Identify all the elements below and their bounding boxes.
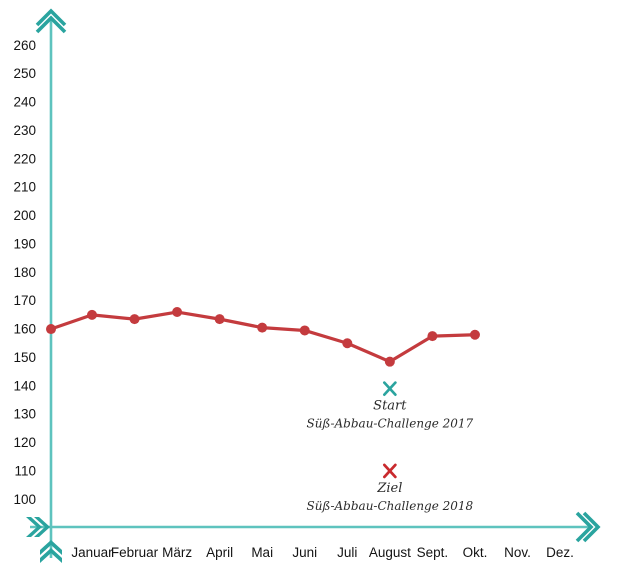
data-point	[427, 331, 438, 342]
annotation-sublabel: Süß-Abbau-Challenge 2018	[306, 499, 473, 513]
annotation-label: Start	[373, 399, 407, 414]
y-axis-arrowhead-icon	[35, 8, 67, 34]
x-month-label: Okt.	[463, 545, 488, 560]
data-point	[214, 314, 225, 325]
y-tick-label: 250	[13, 66, 36, 81]
y-axis-tail-icon	[40, 540, 62, 563]
data-point	[87, 309, 97, 320]
y-tick-label: 100	[13, 492, 36, 507]
x-month-label: Januar	[71, 545, 113, 560]
y-tick-label: 210	[13, 180, 36, 195]
annotation-start: Start Süß-Abbau-Challenge 2017	[306, 381, 474, 431]
data-point	[469, 329, 480, 340]
x-marker-icon	[383, 463, 397, 479]
y-tick-label: 230	[13, 123, 36, 138]
y-tick-label: 130	[13, 407, 36, 422]
x-month-label: August	[369, 545, 411, 560]
annotation-sublabel: Süß-Abbau-Challenge 2017	[306, 417, 473, 431]
data-point	[46, 324, 56, 335]
x-marker-icon	[383, 381, 397, 396]
y-tick-label: 150	[13, 350, 36, 365]
x-month-label: Februar	[111, 545, 159, 560]
data-point	[257, 322, 268, 333]
x-month-label: März	[162, 545, 192, 560]
x-month-label: April	[206, 545, 233, 560]
x-month-label: Sept.	[417, 545, 449, 560]
y-tick-label: 180	[13, 265, 36, 280]
x-month-label: Dez.	[546, 545, 574, 560]
x-month-label: Nov.	[504, 545, 531, 560]
y-tick-label: 240	[13, 95, 36, 110]
y-tick-label: 140	[13, 378, 36, 393]
y-tick-label: 200	[13, 208, 36, 223]
x-month-label: Juli	[337, 545, 357, 560]
x-axis-tail-icon	[26, 517, 50, 537]
x-axis-arrowhead-icon	[575, 511, 601, 543]
data-point	[384, 356, 395, 367]
data-point	[129, 314, 140, 325]
y-tick-label: 120	[13, 435, 36, 450]
data-point	[342, 338, 353, 349]
y-tick-label: 110	[14, 463, 36, 478]
y-tick-label: 260	[13, 38, 36, 53]
x-month-label: Mai	[251, 545, 273, 560]
y-tick-label: 170	[13, 293, 36, 308]
y-tick-label: 190	[13, 236, 36, 251]
annotation-label: Ziel	[376, 481, 402, 496]
annotation-ziel: Ziel Süß-Abbau-Challenge 2018	[306, 463, 474, 513]
x-month-label: Juni	[292, 545, 317, 560]
y-tick-label: 220	[13, 151, 36, 166]
data-point	[172, 307, 183, 318]
data-line	[50, 310, 476, 364]
y-tick-label: 160	[13, 322, 36, 337]
data-point	[299, 325, 310, 336]
